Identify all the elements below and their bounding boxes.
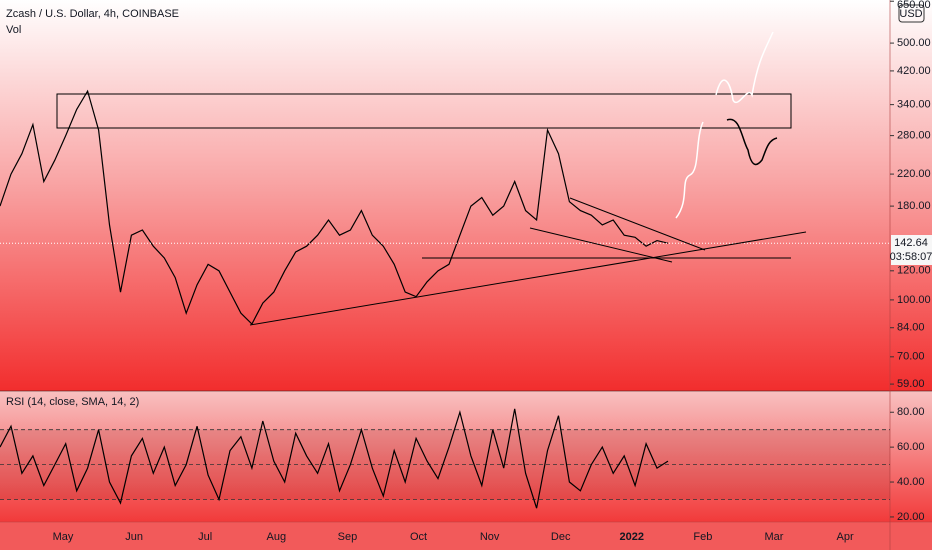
- x-tick-label: Jul: [198, 531, 212, 543]
- currency: USD: [899, 8, 922, 20]
- y-tick-label: 100.00: [897, 294, 931, 306]
- y-tick-label: 340.00: [897, 99, 931, 111]
- x-tick-label: Oct: [410, 531, 427, 543]
- y-tick-label: 420.00: [897, 65, 931, 77]
- volume-label: Vol: [6, 24, 21, 36]
- y-tick-label: 20.00: [897, 511, 925, 523]
- wedge-top: [569, 197, 706, 251]
- x-tick-label: May: [53, 531, 74, 543]
- currency-box[interactable]: [898, 4, 925, 23]
- x-tick-label: 2022: [620, 531, 644, 543]
- zone-box: [56, 93, 792, 129]
- y-tick-label: 280.00: [897, 130, 931, 142]
- y-tick-label: 84.00: [897, 322, 925, 334]
- y-tick-label: 220.00: [897, 168, 931, 180]
- series-line: [0, 89, 669, 325]
- last-price: 142.64: [894, 237, 928, 249]
- series-line: [0, 408, 669, 509]
- title: Zcash / U.S. Dollar, 4h, COINBASE: [6, 8, 179, 20]
- y-tick-label: 60.00: [897, 441, 925, 453]
- projection: [715, 31, 774, 103]
- y-tick-label: 650.00: [897, 0, 931, 11]
- y-tick-label: 120.00: [897, 265, 931, 277]
- y-tick-label: 59.00: [897, 378, 925, 390]
- y-tick-label: 180.00: [897, 200, 931, 212]
- trendline: [249, 231, 807, 326]
- x-tick-label: Jun: [125, 531, 143, 543]
- y-tick-label: 70.00: [897, 351, 925, 363]
- x-tick-label: Sep: [338, 531, 358, 543]
- price-pane: [0, 0, 932, 391]
- drawings: [56, 31, 807, 326]
- y-tick-label: 80.00: [897, 406, 925, 418]
- projection: [675, 121, 704, 219]
- x-tick-label: Mar: [765, 531, 784, 543]
- rsi-title: RSI (14, close, SMA, 14, 2): [6, 396, 139, 408]
- x-tick-label: Nov: [480, 531, 500, 543]
- x-tick-label: Apr: [837, 531, 854, 543]
- y-tick-label: 500.00: [897, 37, 931, 49]
- x-tick-label: Aug: [267, 531, 287, 543]
- wedge-bottom: [529, 227, 673, 263]
- projection: [726, 118, 778, 166]
- x-tick-label: Feb: [693, 531, 712, 543]
- rsi-pane: [0, 392, 932, 522]
- x-tick-label: Dec: [551, 531, 571, 543]
- countdown: 03:58:07: [890, 251, 932, 263]
- y-tick-label: 40.00: [897, 476, 925, 488]
- price-badge: [891, 235, 932, 265]
- time-axis: [0, 522, 932, 550]
